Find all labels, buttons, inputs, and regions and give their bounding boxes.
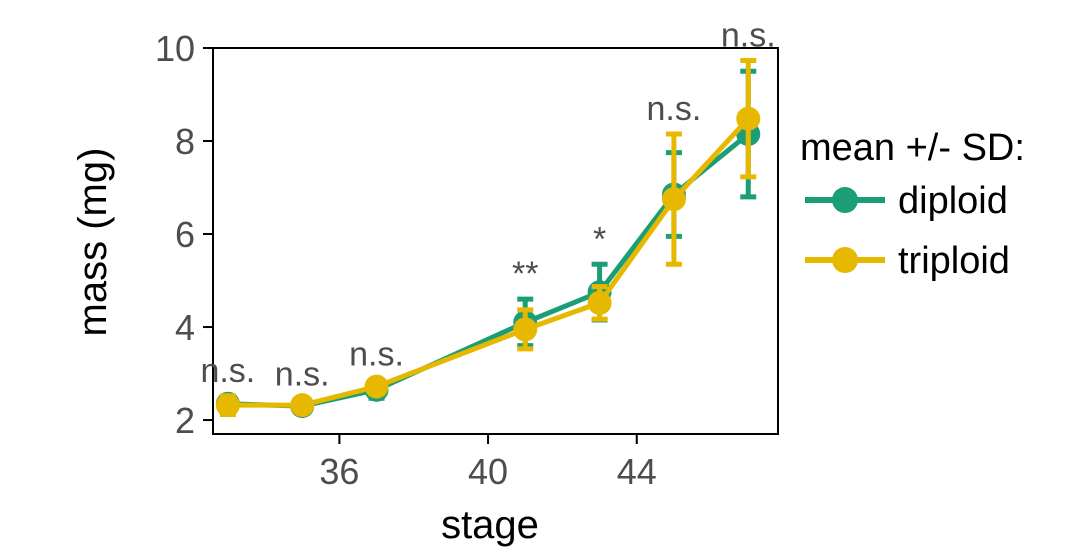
significance-label: n.s.: [647, 90, 702, 128]
significance-label: n.s.: [349, 336, 404, 374]
significance-label: n.s.: [721, 17, 776, 55]
data-point-triploid: [364, 374, 389, 399]
x-tick-label: 44: [617, 451, 657, 492]
y-tick-label: 4: [175, 307, 195, 348]
significance-label: n.s.: [200, 352, 255, 390]
data-point-triploid: [736, 106, 761, 131]
legend-item-diploid: diploid: [805, 180, 1008, 222]
legend-marker: [832, 247, 858, 273]
significance-label: **: [512, 255, 538, 293]
legend-marker: [832, 187, 858, 213]
data-point-triploid: [290, 393, 315, 418]
x-tick-label: 40: [468, 451, 508, 492]
significance-label: *: [593, 220, 606, 258]
series-triploid: [215, 58, 761, 418]
data-point-triploid: [513, 317, 538, 342]
legend-item-triploid: triploid: [805, 240, 1010, 282]
legend-label: triploid: [898, 240, 1010, 282]
legend: diploid triploid: [805, 180, 1010, 282]
x-tick-label: 36: [319, 451, 359, 492]
significance-label: n.s.: [275, 356, 330, 394]
y-axis-title: mass (mg): [71, 148, 115, 337]
legend-label: diploid: [898, 180, 1008, 222]
data-point-triploid: [587, 290, 612, 315]
legend-title: mean +/- SD:: [800, 127, 1025, 169]
y-tick-label: 8: [175, 121, 195, 162]
x-axis-title: stage: [441, 503, 539, 547]
data-point-triploid: [215, 393, 240, 418]
y-tick-label: 10: [155, 28, 195, 69]
plot-frame: [212, 47, 779, 435]
data-point-triploid: [661, 187, 686, 212]
y-tick-label: 6: [175, 214, 195, 255]
y-tick-label: 2: [175, 400, 195, 441]
